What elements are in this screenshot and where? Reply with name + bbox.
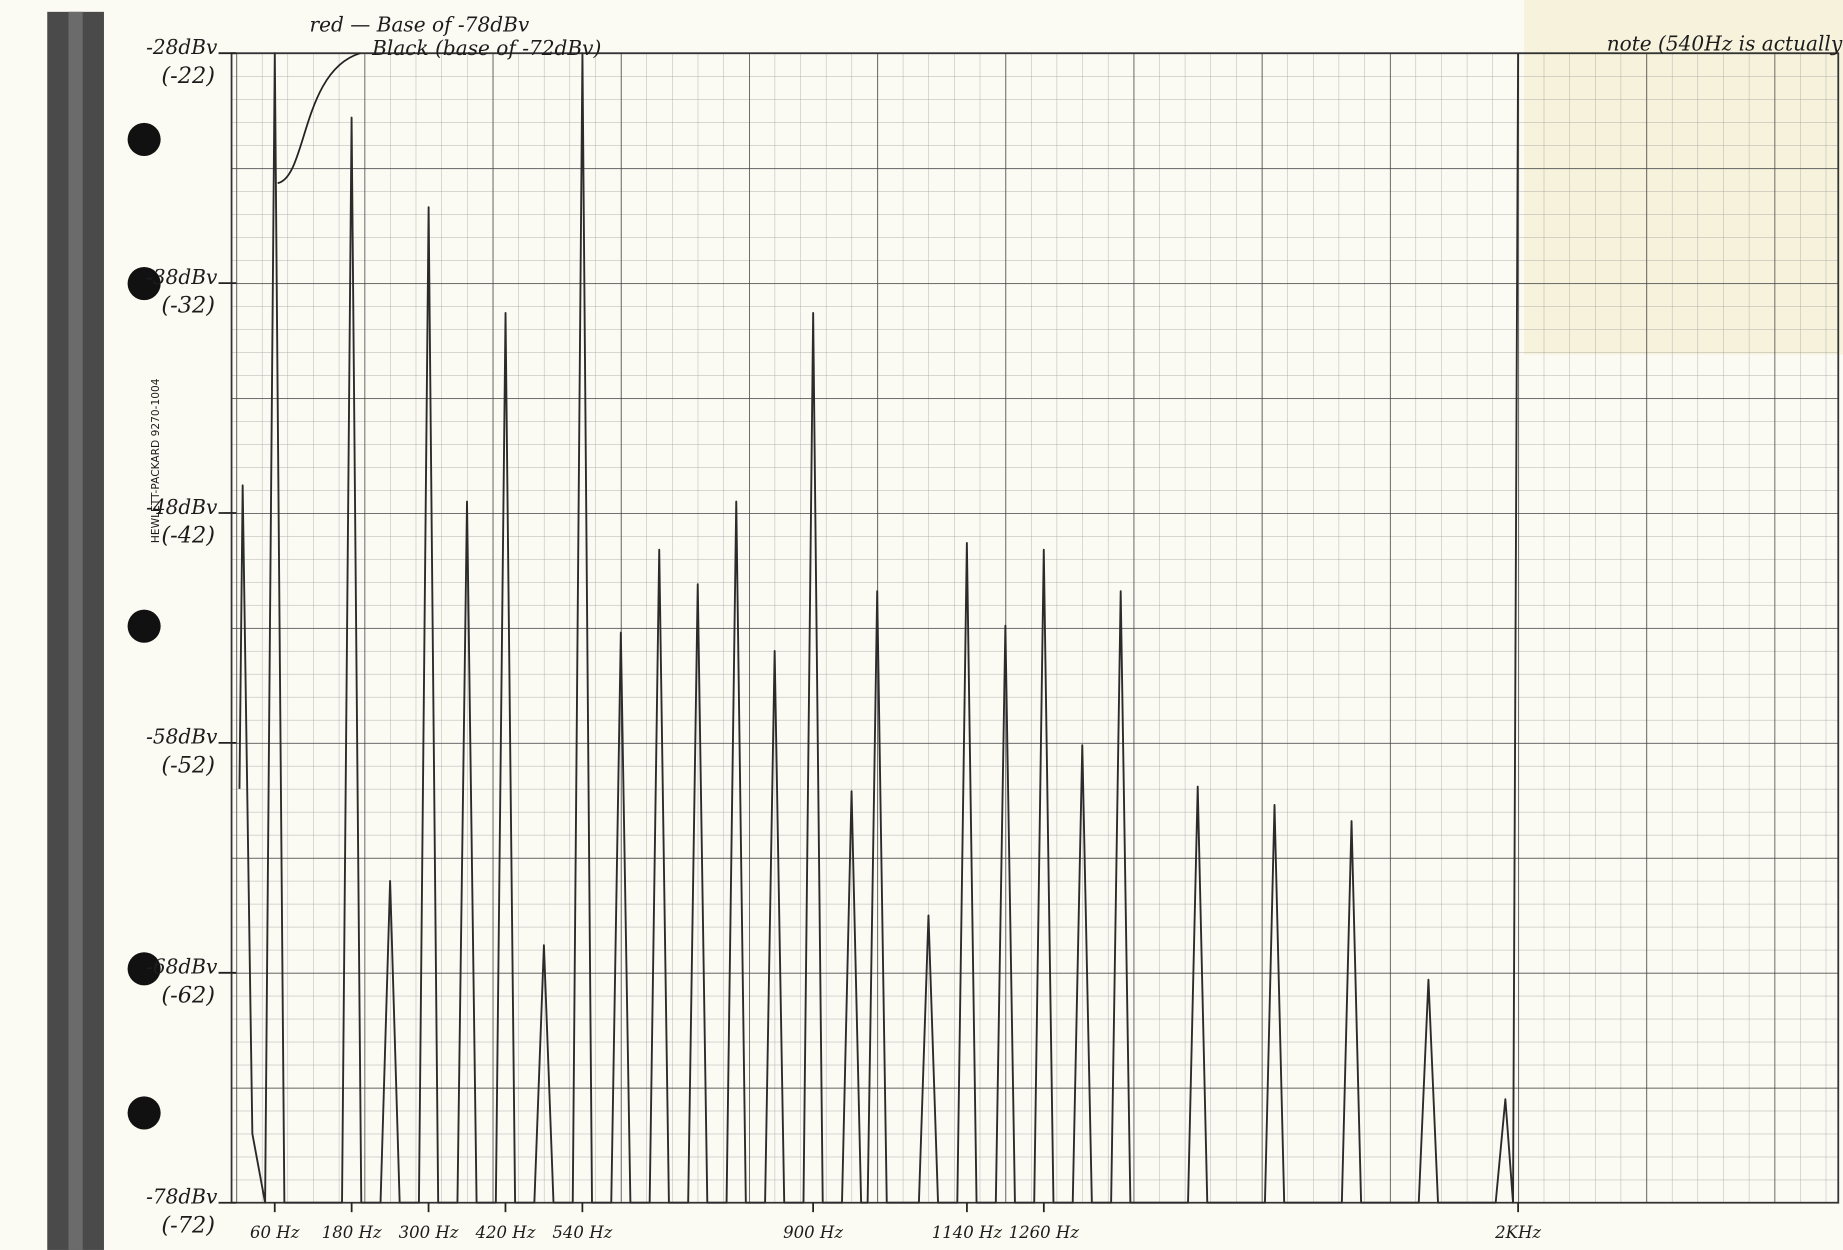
x-tick-label: 1260 Hz [1009, 1223, 1080, 1242]
grid-paper [230, 52, 1840, 1204]
y-tick-label: -78dBv [146, 1184, 218, 1208]
annotation: red — Base of -78dBv [310, 13, 530, 37]
y2-tick-label: (-52) [161, 753, 215, 779]
x-tick-label: 300 Hz [399, 1223, 459, 1242]
x-tick-label: 900 Hz [783, 1223, 843, 1242]
y-tick-label: -48dBv [146, 495, 218, 519]
y-tick-label: -58dBv [146, 725, 218, 749]
annotation: note (540Hz is actually [1607, 31, 1843, 55]
x-tick-label: 540 Hz [552, 1223, 612, 1242]
y2-tick-label: (-32) [161, 293, 215, 319]
y2-tick-label: (-62) [161, 982, 215, 1008]
x-tick-label: 60 Hz [250, 1223, 300, 1242]
binder-highlight [68, 11, 83, 1250]
paper-label: HEWLETT-PACKARD 9270-1004 [149, 378, 162, 543]
pointer [277, 52, 361, 185]
x-tick-label: 1140 Hz [932, 1223, 1003, 1242]
y2-tick-label: (-22) [161, 63, 215, 89]
spectrum-trace [238, 52, 1520, 1204]
x-tick-label: 2KHz [1494, 1223, 1541, 1242]
y-tick-label: -68dBv [146, 955, 218, 979]
x-tick-label: 180 Hz [322, 1223, 382, 1242]
y2-tick-label: (-72) [161, 1212, 215, 1238]
annotation: Black (base of -72dBv) [371, 36, 601, 60]
y-tick-label: -28dBv [146, 35, 218, 59]
y-tick-label: -38dBv [146, 265, 218, 289]
punch-holes [127, 122, 161, 1130]
x-tick-label: 420 Hz [475, 1223, 536, 1242]
y2-tick-label: (-42) [161, 523, 215, 549]
